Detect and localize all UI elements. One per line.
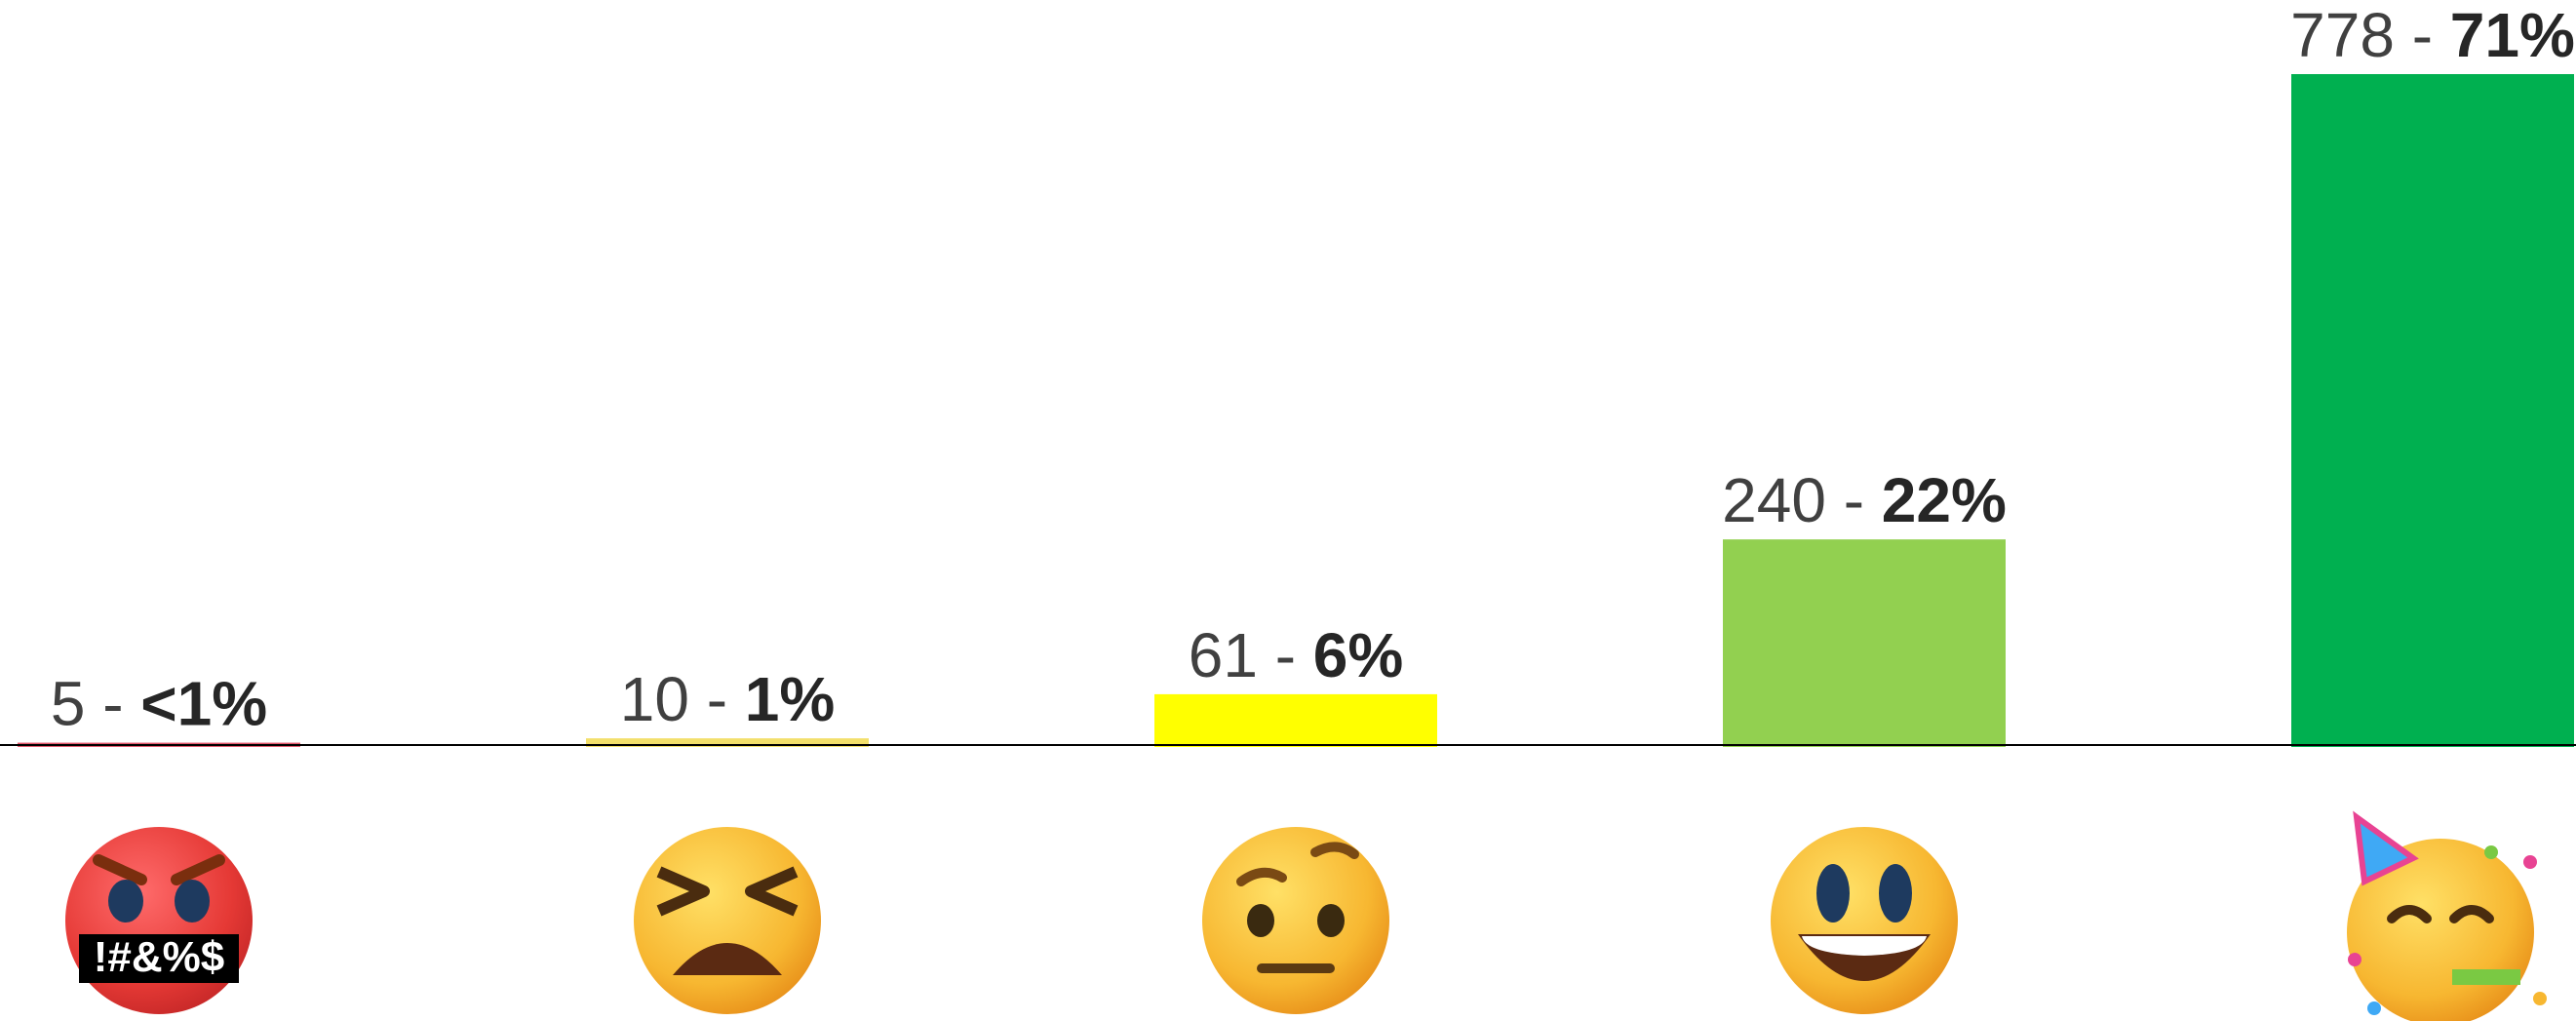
emoji-row: !#&%$ [65, 810, 2547, 1021]
emoji-eye [108, 880, 143, 923]
emoji-confetti [2523, 855, 2537, 869]
bar [1154, 693, 1437, 747]
emoji-teeth [1802, 936, 1927, 956]
bar [2291, 74, 2574, 747]
value-separator: - [85, 669, 140, 739]
emoji-eye [1317, 904, 1345, 937]
value-count: 61 [1189, 620, 1258, 690]
emoji-face [1202, 827, 1389, 1014]
value-separator: - [689, 664, 745, 734]
emoji-eye [2387, 905, 2432, 923]
value-count: 10 [620, 664, 689, 734]
emoji-brow [171, 854, 225, 885]
value-percent: 1% [745, 664, 836, 734]
emoji-confetti [2484, 845, 2498, 859]
emoji-brow [1310, 842, 1359, 859]
emoji [1202, 827, 1389, 1014]
emoji-symbols: !#&%$ [94, 933, 225, 981]
emoji [1771, 827, 1958, 1014]
value-separator: - [1826, 465, 1882, 535]
bar [586, 738, 869, 747]
emoji-eye [2449, 905, 2494, 923]
emoji-brow [93, 854, 147, 885]
emoji: !#&%$ [65, 827, 253, 1014]
emoji-eye [656, 866, 710, 917]
bars: 5 - <1% 10 - 1% 61 - 6% 240 - 22% 778 - 71% [18, 0, 2575, 747]
value-percent: 22% [1882, 465, 2007, 535]
value-count: 778 [2290, 0, 2395, 70]
value-label: 5 - <1% [51, 669, 267, 739]
emoji-mouth [673, 943, 782, 975]
emoji-banner [79, 934, 239, 983]
emoji-face [65, 827, 253, 1014]
emoji-face [1771, 827, 1958, 1014]
bar [1723, 539, 2006, 747]
emoji-eye [745, 866, 799, 917]
emoji-horn [2452, 969, 2520, 985]
value-label: 240 - 22% [1722, 465, 2007, 535]
emoji-eye [175, 880, 210, 923]
emoji [634, 827, 821, 1014]
value-count: 5 [51, 669, 86, 739]
emoji-hat [2353, 810, 2419, 886]
emoji-confetti [2348, 953, 2361, 966]
value-separator: - [1258, 620, 1313, 690]
value-separator: - [2395, 0, 2450, 70]
emoji-eye [1879, 864, 1912, 923]
value-label: 10 - 1% [620, 664, 836, 734]
emoji-confetti [2533, 992, 2547, 1005]
emoji-confetti [2367, 1001, 2381, 1015]
emoji-mouth [1257, 963, 1335, 973]
value-percent: 71% [2450, 0, 2575, 70]
value-label: 778 - 71% [2290, 0, 2575, 70]
value-percent: <1% [140, 669, 267, 739]
emoji-brow [1236, 867, 1287, 886]
emoji-eye [1816, 864, 1850, 923]
value-percent: 6% [1313, 620, 1404, 690]
emoji [2347, 810, 2547, 1021]
value-count: 240 [1722, 465, 1826, 535]
emoji-face [634, 827, 821, 1014]
value-label: 61 - 6% [1189, 620, 1404, 690]
emoji-eye [1247, 904, 1274, 937]
